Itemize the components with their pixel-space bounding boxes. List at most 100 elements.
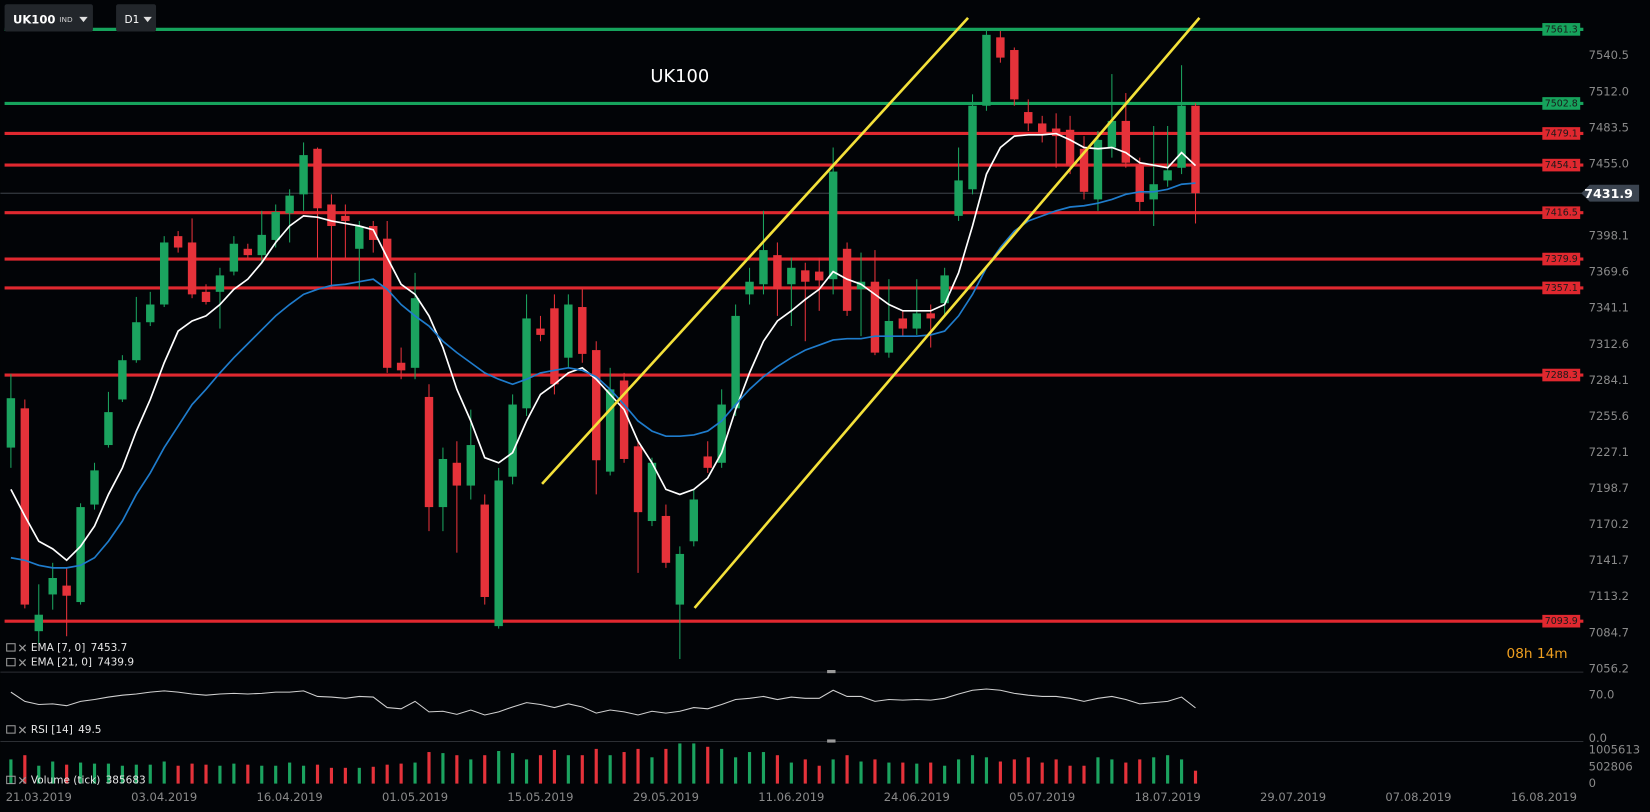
toolbar: UK100 IND D1	[4, 4, 157, 32]
price-level-label: 7502.8	[1545, 98, 1578, 109]
legend-name: EMA [7, 0]	[31, 642, 85, 654]
last-price-label: 7431.9	[1584, 186, 1633, 201]
candle-body	[550, 308, 559, 385]
volume-bar	[497, 750, 501, 784]
volume-bar	[887, 762, 891, 784]
candle-body	[787, 267, 796, 285]
price-level-tag	[1542, 158, 1581, 172]
price-level-tag	[1542, 281, 1581, 295]
candle-body	[229, 243, 239, 272]
x-tick-label: 05.07.2019	[1009, 790, 1075, 804]
volume-bar	[817, 765, 821, 784]
candle-body	[926, 313, 935, 319]
legend-close-icon	[18, 659, 27, 667]
volume-bar	[399, 763, 403, 784]
price-level-label: 7357.1	[1545, 283, 1578, 294]
volume-bar	[1082, 765, 1086, 784]
candle-body	[619, 380, 629, 459]
x-tick-label: 16.04.2019	[257, 790, 323, 804]
y-tick-label: 7056.2	[1589, 661, 1629, 675]
volume-bar	[1110, 759, 1114, 784]
candle-body	[452, 462, 462, 486]
volume-bar	[747, 752, 752, 784]
candle-body	[271, 212, 280, 240]
legend-entry: EMA [21, 0] 7439.9	[31, 657, 134, 669]
volume-bar	[1012, 759, 1016, 784]
x-tick-label: 29.05.2019	[633, 790, 699, 804]
volume-bar	[957, 759, 961, 784]
volume-bar	[385, 764, 389, 784]
candle-body	[828, 171, 838, 280]
volume-bar	[1138, 759, 1142, 784]
candle-body	[466, 445, 476, 486]
symbol-selector[interactable]	[4, 4, 93, 32]
volume-bar	[552, 749, 556, 784]
legend-entry: EMA [7, 0] 7453.7	[31, 642, 127, 654]
candle-body	[940, 275, 949, 304]
volume-bar	[970, 755, 975, 784]
candle-body	[982, 34, 991, 106]
y-tick-label: 7198.7	[1589, 481, 1629, 495]
volume-bar	[106, 763, 111, 784]
volume-bar	[1096, 757, 1100, 784]
volume-bar	[148, 764, 152, 784]
candle-body	[201, 291, 211, 302]
volume-bar	[943, 765, 947, 784]
candle-body	[898, 318, 908, 329]
panel-handle[interactable]	[827, 670, 836, 674]
candle-body	[257, 234, 266, 256]
trend-line[interactable]	[541, 16, 970, 485]
timeframe: D1	[124, 14, 139, 26]
legend-entry: Volume (tick) 385683	[31, 774, 146, 786]
volume-bar	[511, 753, 515, 784]
trend-channel	[541, 16, 1201, 609]
price-level-tag	[1542, 252, 1581, 266]
legend-close-icon	[18, 776, 27, 785]
candle-body	[285, 195, 294, 214]
y-tick-label: 7512.0	[1589, 84, 1629, 98]
candle-body	[480, 504, 489, 597]
candle-body	[34, 614, 43, 632]
timeframe-selector[interactable]	[116, 4, 157, 32]
x-tick-label: 18.07.2019	[1135, 790, 1201, 804]
legend-close-icon	[18, 644, 27, 652]
volume-bar	[65, 764, 69, 784]
candle-body	[243, 248, 253, 256]
legend-icon	[6, 643, 16, 652]
price-level-label: 7561.3	[1545, 24, 1578, 35]
price-level-tag	[1542, 614, 1581, 628]
volume-bar	[873, 759, 877, 784]
volume-bar	[483, 755, 487, 784]
volume-bar	[594, 748, 598, 784]
volume-bar	[441, 753, 445, 784]
candle-body	[173, 236, 183, 248]
y-tick-label: 0.0	[1589, 731, 1607, 745]
price-level-tag	[1542, 23, 1581, 36]
y-tick-label: 7312.6	[1589, 337, 1629, 351]
candle-body	[996, 37, 1005, 58]
candle-body	[76, 507, 85, 603]
candle-body	[1051, 128, 1061, 137]
candle-body	[313, 148, 322, 209]
legend-name: RSI [14]	[31, 724, 73, 736]
candle-body	[1107, 120, 1117, 148]
trend-line[interactable]	[693, 17, 1201, 609]
legend-value: 7453.7	[91, 642, 128, 654]
candle-body	[118, 360, 127, 400]
volume-bar	[803, 759, 807, 784]
plot-area: 7540.5 7512.0 7483.5 7455.0 7398.1 7369.6 7341…	[0, 23, 1640, 804]
price-level-label: 7454.1	[1545, 160, 1578, 171]
volume-bar	[315, 764, 320, 784]
y-tick-label: 70.0	[1589, 688, 1615, 702]
volume-bar	[678, 743, 682, 784]
y-tick-label: 7483.5	[1589, 120, 1629, 134]
candle-body	[731, 315, 740, 409]
panel-handle[interactable]	[827, 739, 836, 743]
candle-body	[1037, 123, 1047, 135]
volume-bar	[915, 763, 919, 784]
symbol-badge: IND	[59, 15, 73, 24]
y-tick-label: 7113.2	[1589, 589, 1629, 603]
price-level-tag	[1542, 127, 1581, 140]
price-level-tag	[1542, 206, 1581, 220]
